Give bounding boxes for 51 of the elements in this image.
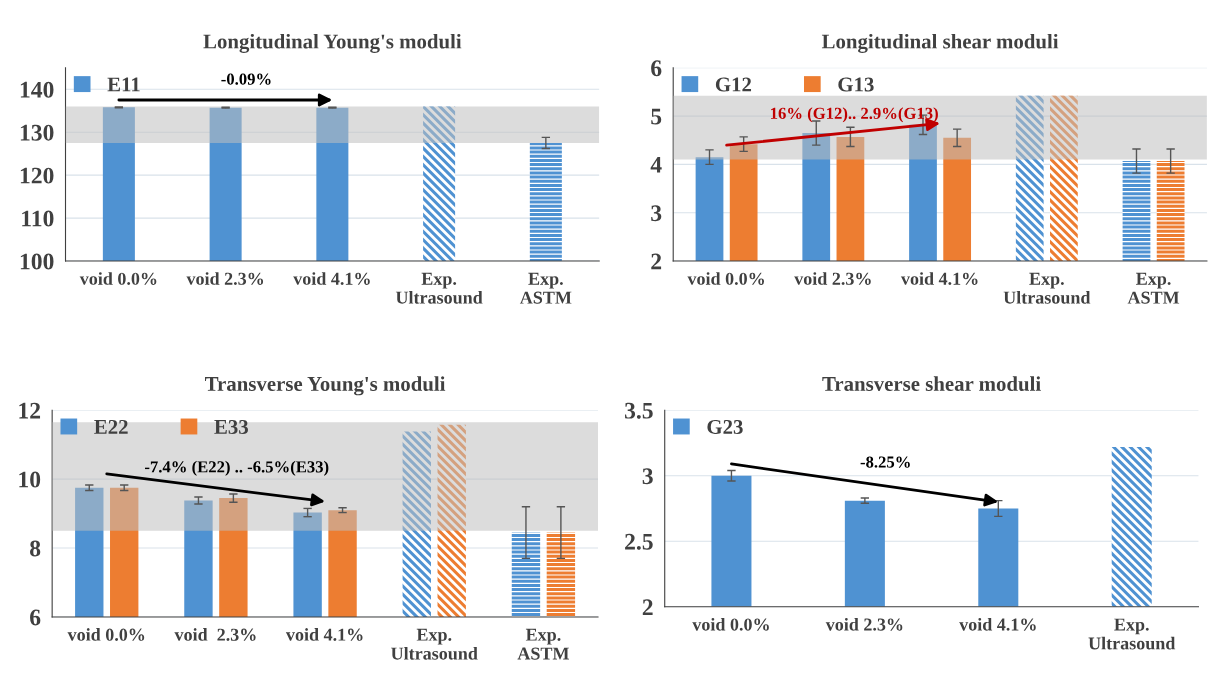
- legend-label: G13: [838, 77, 874, 92]
- x-tick-label: Exp. Ultrasound: [395, 272, 483, 304]
- x-tick-label: Exp. ASTM: [1127, 272, 1180, 304]
- chart-title: Longitudinal shear moduli: [821, 33, 1059, 53]
- y-tick-label: 5: [651, 108, 662, 125]
- chart-title: Transverse Young's moduli: [205, 376, 446, 396]
- annotation: 16% (G12).. 2.9%(G13): [771, 107, 938, 123]
- x-tick-label: void 0.0%: [687, 272, 765, 285]
- legend-label: E11: [107, 77, 140, 92]
- legend-label: E33: [214, 419, 248, 434]
- x-tick-label: Exp. Ultrasound: [391, 628, 478, 660]
- y-tick-label: 2: [651, 253, 662, 270]
- x-tick-label: Exp. Ultrasound: [1088, 618, 1176, 650]
- chart-title: Transverse shear moduli: [822, 376, 1041, 391]
- y-tick-label: 3.5: [624, 402, 653, 419]
- y-tick-label: 130: [20, 124, 54, 141]
- legend-label: E22: [94, 419, 128, 434]
- x-tick-label: Exp. ASTM: [519, 272, 572, 304]
- legend-label: G12: [715, 77, 752, 92]
- x-tick-label: void 2.3%: [794, 272, 871, 285]
- y-tick-label: 3: [642, 468, 653, 485]
- x-tick-label: void 2.3%: [174, 628, 256, 641]
- x-tick-label: void 0.0%: [79, 272, 157, 285]
- x-tick-label: void 2.3%: [825, 617, 903, 631]
- y-tick-label: 120: [20, 167, 54, 184]
- y-tick-label: 4: [650, 157, 662, 173]
- y-tick-label: 100: [20, 253, 54, 270]
- x-tick-label: void 4.1%: [293, 272, 370, 285]
- annotation: -8.25%: [860, 456, 910, 468]
- y-tick-label: 10: [19, 471, 41, 488]
- y-tick-label: 110: [22, 210, 54, 227]
- x-tick-label: void 4.1%: [959, 617, 1036, 631]
- y-tick-label: 3: [651, 205, 662, 222]
- x-tick-label: void 4.1%: [285, 628, 363, 641]
- y-tick-label: 12: [19, 402, 41, 419]
- annotation: -0.09%: [221, 73, 271, 85]
- y-tick-label: 6: [30, 609, 41, 626]
- y-tick-label: 140: [20, 81, 54, 98]
- y-tick-label: 2.5: [625, 533, 653, 550]
- x-tick-label: Exp. ASTM: [517, 628, 569, 660]
- x-tick-label: void 2.3%: [186, 272, 264, 285]
- x-tick-label: void 0.0%: [692, 617, 769, 631]
- annotation: -7.4% (E22) .. -6.5%(E33): [145, 460, 329, 476]
- x-tick-label: Exp. Ultrasound: [1003, 272, 1091, 304]
- y-tick-label: 2: [642, 599, 653, 615]
- y-tick-label: 8: [30, 540, 41, 557]
- chart-title: Longitudinal Young's moduli: [203, 33, 462, 53]
- x-tick-label: void 0.0%: [67, 628, 145, 641]
- x-tick-label: void 4.1%: [900, 272, 978, 285]
- y-tick-label: 6: [651, 60, 662, 77]
- legend-label: G23: [707, 419, 743, 434]
